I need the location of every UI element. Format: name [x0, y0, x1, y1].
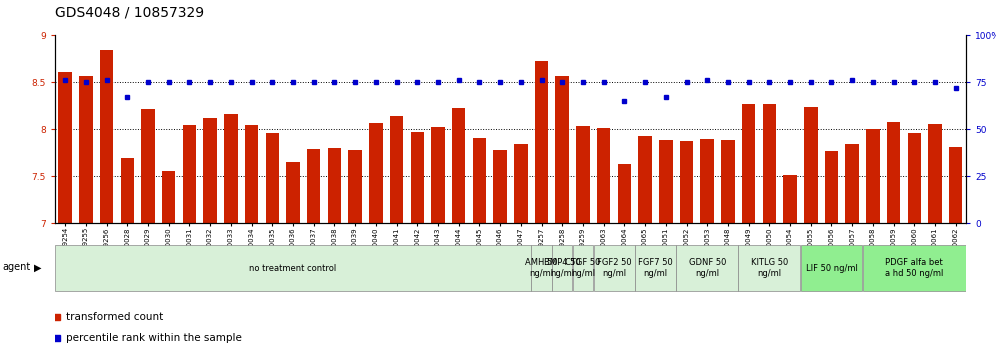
Text: PDGF alfa bet
a hd 50 ng/ml: PDGF alfa bet a hd 50 ng/ml — [885, 258, 943, 278]
Bar — [634, 245, 676, 291]
Bar — [801, 245, 863, 291]
Bar — [473, 138, 486, 223]
Bar — [245, 125, 258, 223]
Bar — [452, 108, 465, 223]
Text: FGF2 50
ng/ml: FGF2 50 ng/ml — [597, 258, 631, 278]
Bar — [182, 125, 196, 223]
Bar — [597, 128, 611, 223]
Text: GDS4048 / 10857329: GDS4048 / 10857329 — [55, 5, 204, 19]
Bar — [224, 114, 238, 223]
Bar — [577, 126, 590, 223]
Text: CTGF 50
ng/ml: CTGF 50 ng/ml — [566, 258, 601, 278]
Bar — [552, 245, 573, 291]
Bar — [100, 50, 114, 223]
Bar — [431, 127, 444, 223]
Text: no treatment control: no treatment control — [249, 264, 337, 273]
Text: LIF 50 ng/ml: LIF 50 ng/ml — [806, 264, 858, 273]
Bar — [79, 76, 93, 223]
Bar — [493, 150, 507, 223]
Text: GDNF 50
ng/ml: GDNF 50 ng/ml — [688, 258, 726, 278]
Bar — [680, 141, 693, 223]
Bar — [867, 129, 879, 223]
Bar — [573, 245, 593, 291]
Bar — [286, 162, 300, 223]
Bar — [307, 149, 321, 223]
Bar — [863, 245, 966, 291]
Bar — [825, 151, 839, 223]
Text: BMP4 50
ng/ml: BMP4 50 ng/ml — [544, 258, 581, 278]
Bar — [514, 144, 528, 223]
Bar — [783, 175, 797, 223]
Text: FGF7 50
ng/ml: FGF7 50 ng/ml — [638, 258, 673, 278]
Bar — [328, 148, 341, 223]
Text: transformed count: transformed count — [66, 312, 163, 322]
Bar — [949, 147, 962, 223]
Bar — [594, 245, 634, 291]
Bar — [349, 150, 362, 223]
Bar — [638, 136, 651, 223]
Bar — [700, 138, 714, 223]
Bar — [141, 109, 154, 223]
Bar — [742, 104, 755, 223]
Text: ▶: ▶ — [34, 262, 42, 272]
Text: AMH 50
ng/ml: AMH 50 ng/ml — [525, 258, 558, 278]
Text: agent: agent — [2, 262, 30, 272]
Bar — [659, 141, 672, 223]
Bar — [55, 245, 531, 291]
Bar — [59, 72, 72, 223]
Bar — [556, 76, 569, 223]
Bar — [410, 132, 424, 223]
Bar — [721, 141, 735, 223]
Bar — [804, 107, 818, 223]
Bar — [676, 245, 738, 291]
Bar — [121, 158, 134, 223]
Bar — [389, 116, 403, 223]
Bar — [763, 104, 776, 223]
Bar — [162, 171, 175, 223]
Text: KITLG 50
ng/ml: KITLG 50 ng/ml — [751, 258, 788, 278]
Bar — [928, 124, 942, 223]
Bar — [886, 122, 900, 223]
Bar — [618, 164, 631, 223]
Bar — [907, 133, 921, 223]
Bar — [535, 61, 548, 223]
Text: percentile rank within the sample: percentile rank within the sample — [66, 332, 242, 343]
Bar — [370, 122, 382, 223]
Bar — [266, 133, 279, 223]
Bar — [203, 118, 217, 223]
Bar — [532, 245, 552, 291]
Bar — [738, 245, 800, 291]
Bar — [846, 144, 859, 223]
